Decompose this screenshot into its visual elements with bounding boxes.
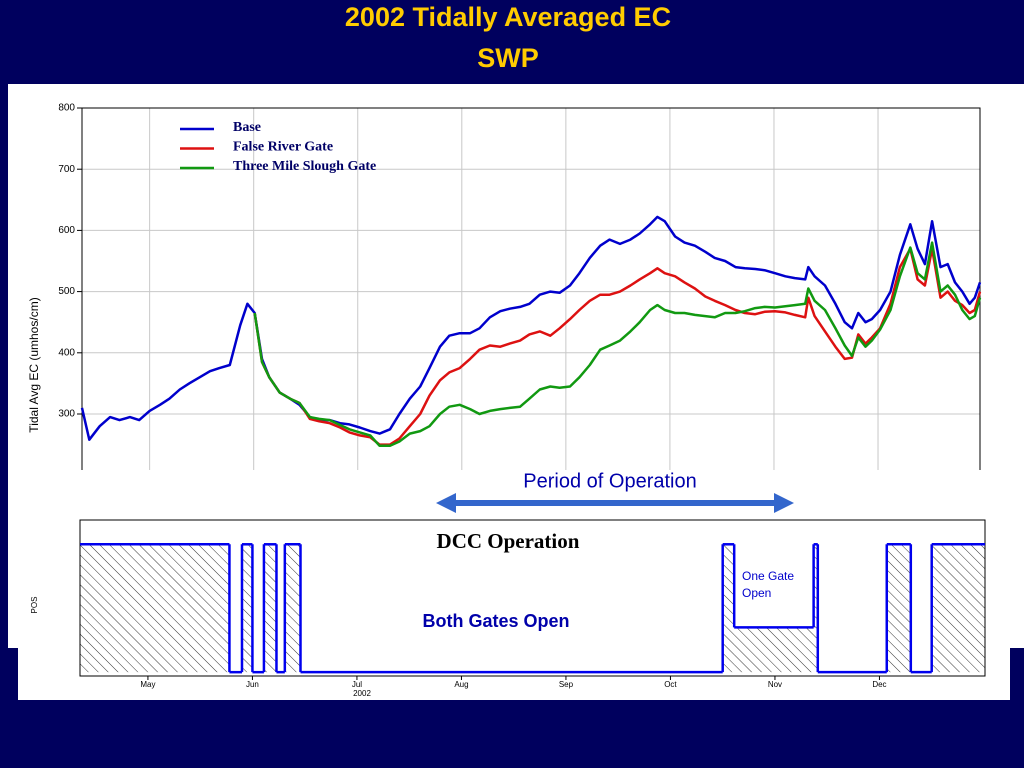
x-tick-label: Nov <box>768 680 782 689</box>
arrow-head <box>436 493 456 513</box>
legend-label: Base <box>233 120 261 135</box>
arrow-head <box>774 493 794 513</box>
x-tick-label: Oct <box>664 680 677 689</box>
y-tick-label: 400 <box>58 347 75 358</box>
x-tick-label: Jul <box>352 680 362 689</box>
step-fill <box>80 544 230 673</box>
step-fill <box>813 544 818 673</box>
x-tick-label: Aug <box>454 680 468 689</box>
annotation: Both Gates Open <box>422 611 569 631</box>
y-axis-label: POS <box>30 597 39 614</box>
step-fill <box>931 544 985 673</box>
y-tick-label: 300 <box>58 409 75 420</box>
step-fill <box>284 544 301 673</box>
legend-label: Three Mile Slough Gate <box>233 159 376 174</box>
y-tick-label: 800 <box>58 103 75 114</box>
step-fill <box>241 544 253 673</box>
x-axis-label: 2002 <box>353 689 371 698</box>
plot-frame <box>81 107 981 470</box>
chart-title: DCC Operation <box>437 529 580 553</box>
y-tick-label: 600 <box>58 225 75 236</box>
slide-subtitle: SWP <box>477 43 539 73</box>
y-tick-label: 500 <box>58 286 75 297</box>
legend-label: False River Gate <box>233 140 333 155</box>
step-fill <box>734 627 814 673</box>
annotation: One Gate Open <box>742 569 795 600</box>
x-tick-label: Jun <box>246 680 259 689</box>
arrow-shaft <box>452 500 778 506</box>
period-arrow <box>436 493 794 513</box>
step-fill <box>263 544 277 673</box>
y-tick-label: 700 <box>58 164 75 175</box>
step-fill <box>722 544 735 673</box>
x-tick-label: May <box>140 680 155 689</box>
x-tick-label: Sep <box>559 680 574 689</box>
step-chart: May Jun Jul Aug Sep Oct Nov Dec <box>79 519 986 689</box>
x-tick-label: Dec <box>872 680 886 689</box>
series-line <box>80 215 982 441</box>
step-fill <box>886 544 911 673</box>
annotation-box: One Gate Open <box>742 569 795 600</box>
annotation: Period of Operation <box>523 470 696 492</box>
slide-title: 2002 Tidally Averaged EC <box>345 2 671 32</box>
y-axis-label: Tidal Avg EC (umhos/cm) <box>27 297 41 432</box>
line-chart: 300 400 500 600 700 800 Base False River Gate Th… <box>58 103 982 470</box>
series-line <box>253 241 982 448</box>
